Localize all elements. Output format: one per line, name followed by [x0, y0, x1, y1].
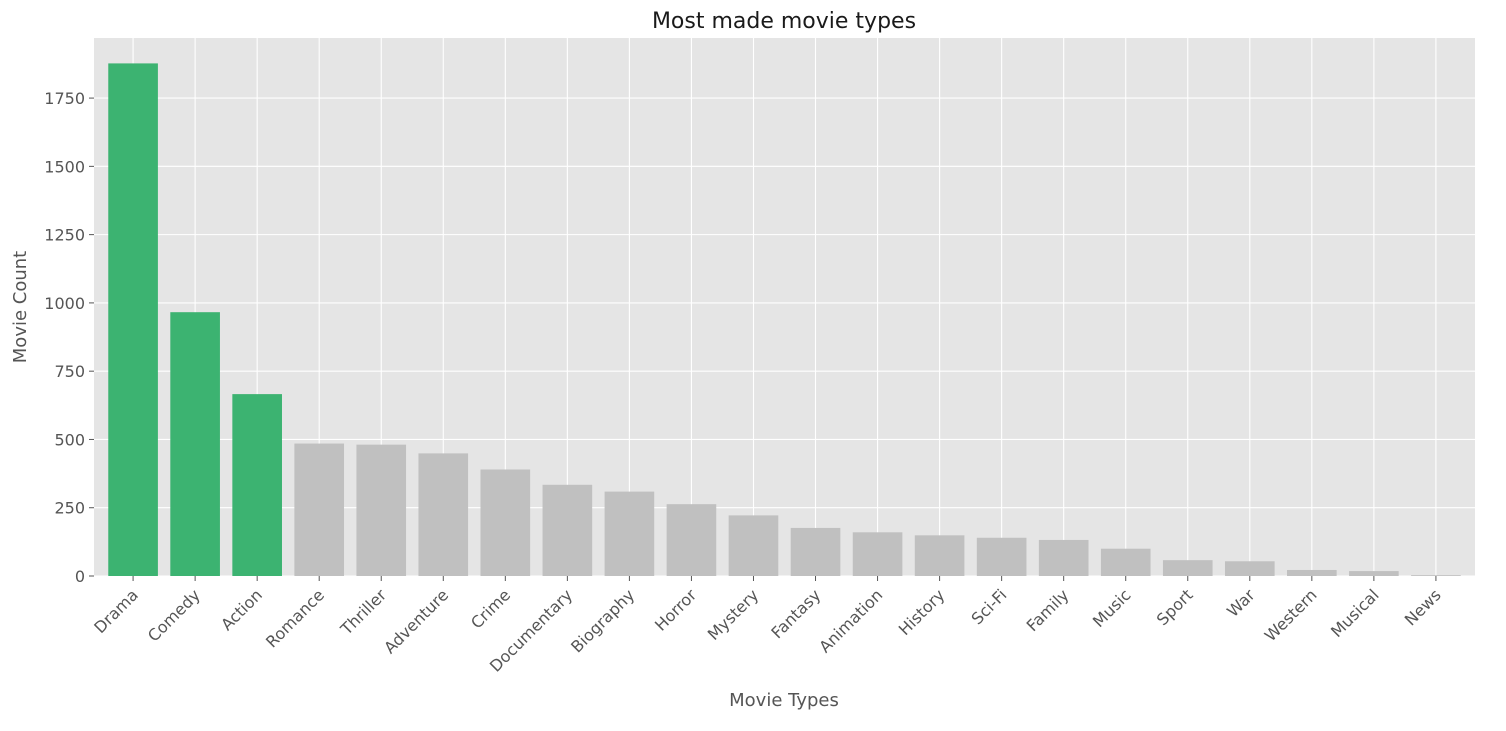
y-tick-label: 1750 [44, 89, 85, 108]
x-tick-label: Biography [567, 585, 638, 656]
bar-crime [480, 469, 531, 576]
x-tick-label: Musical [1327, 585, 1383, 641]
y-axis: 0 250 500 750 1000 1250 1500 1750 [44, 89, 94, 586]
x-tick-label: Fantasy [767, 585, 824, 642]
x-tick-label: History [895, 585, 949, 639]
x-tick-label: News [1401, 585, 1445, 629]
x-tick-label: Mystery [704, 585, 763, 644]
bar-music [1100, 548, 1151, 576]
x-tick-label: Comedy [144, 585, 204, 645]
bar-action [232, 394, 282, 576]
bar-adventure [418, 453, 469, 576]
x-tick-label: Drama [90, 585, 142, 637]
x-tick-label: Family [1023, 585, 1073, 635]
y-tick-label: 500 [54, 430, 85, 449]
bar-musical [1349, 571, 1399, 576]
x-tick-label: Action [217, 585, 266, 634]
x-tick-label: Romance [262, 585, 328, 651]
bar-thriller [356, 444, 407, 576]
y-tick-label: 250 [54, 499, 85, 518]
y-tick-label: 0 [75, 567, 85, 586]
x-tick-label: Sport [1153, 585, 1197, 629]
y-tick-label: 1000 [44, 294, 85, 313]
x-tick-label: Animation [815, 585, 886, 656]
x-tick-label: War [1223, 585, 1259, 621]
bar-history [914, 535, 965, 576]
chart-title: Most made movie types [652, 9, 916, 34]
y-tick-label: 1250 [44, 226, 85, 245]
bar-documentary [542, 484, 593, 576]
x-tick-label: Crime [467, 585, 514, 632]
y-tick-label: 750 [54, 362, 85, 381]
x-axis-label: Movie Types [729, 690, 839, 711]
bar-comedy [170, 312, 220, 576]
y-axis-label: Movie Count [10, 251, 31, 363]
bar-sci-fi [976, 537, 1027, 576]
bar-romance [294, 443, 345, 576]
bar-mystery [728, 515, 779, 576]
bars [108, 63, 1461, 577]
bar-fantasy [790, 527, 841, 576]
bar-animation [852, 532, 903, 576]
y-tick-label: 1500 [44, 157, 85, 176]
x-tick-label: Adventure [380, 585, 452, 657]
bar-biography [604, 491, 655, 576]
x-tick-label: Sci-Fi [968, 585, 1011, 628]
x-tick-label: Horror [651, 585, 701, 635]
bar-western [1287, 569, 1337, 576]
bar-horror [666, 504, 717, 576]
bar-war [1224, 561, 1275, 576]
bar-sport [1162, 560, 1213, 576]
x-tick-label: Thriller [336, 585, 390, 639]
bar-family [1038, 539, 1089, 576]
x-tick-label: Western [1261, 585, 1321, 645]
bar-drama [108, 63, 158, 577]
x-tick-label: Music [1089, 585, 1135, 631]
bar-news [1411, 575, 1461, 576]
